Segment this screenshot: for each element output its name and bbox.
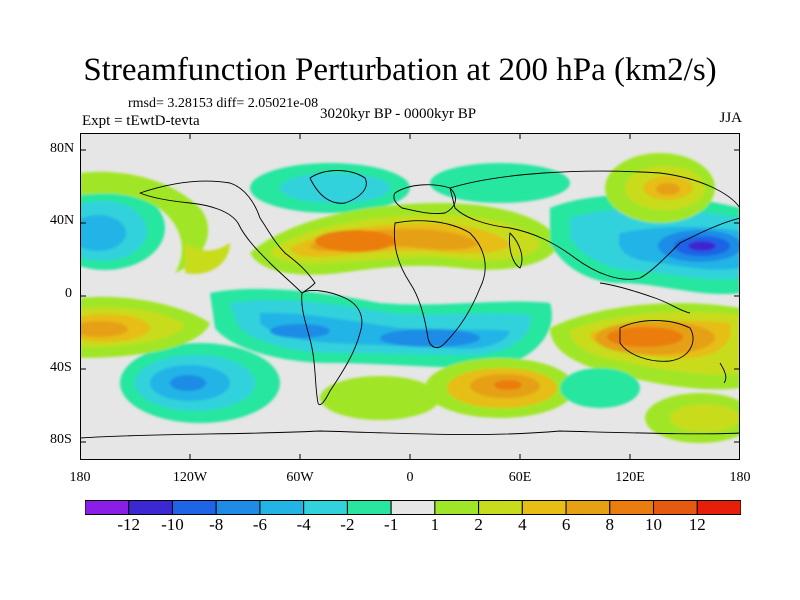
colorbar-label: -1	[384, 515, 399, 534]
lat-label-80n: 80N	[50, 141, 75, 156]
coastlines	[80, 170, 740, 439]
colorbar-swatch	[478, 500, 523, 515]
colorbar-swatch	[521, 500, 567, 515]
lon-label-0: 0	[406, 470, 414, 485]
experiment-label: Expt = tEwtD-tevta	[82, 113, 200, 129]
colorbar-swatch	[609, 500, 655, 515]
colorbar-label: -10	[161, 515, 184, 534]
asia-coast	[449, 170, 740, 280]
field-south-indian-positive	[425, 358, 575, 418]
field-south-atlantic-positive	[320, 368, 640, 420]
colorbar-swatch	[85, 500, 130, 515]
stats-text: rmsd= 3.28153 diff= 2.05021e-08	[128, 96, 319, 111]
colorbar-swatch	[696, 500, 741, 515]
colorbar-label: 10	[645, 515, 663, 534]
new-zealand-coast	[719, 362, 727, 384]
field-siberia-positive	[605, 153, 715, 223]
indonesia-coast	[599, 282, 691, 314]
colorbar	[85, 500, 741, 515]
lon-label-60e: 60E	[508, 470, 532, 485]
colorbar-swatch	[215, 500, 261, 515]
chart-title: Streamfunction Perturbation at 200 hPa (…	[83, 52, 717, 88]
colorbar-swatch	[653, 500, 698, 515]
lat-label-40n: 40N	[50, 213, 75, 228]
colorbar-label: 1	[430, 515, 440, 534]
field-north-pacific-positive	[80, 171, 230, 274]
lat-label-80s: 80S	[50, 432, 72, 447]
colorbar-swatch	[171, 500, 217, 515]
south-america-coast	[301, 290, 363, 406]
north-america-coast	[139, 180, 316, 294]
period-label: 3020kyr BP - 0000kyr BP	[320, 106, 477, 122]
colorbar-label: -2	[340, 515, 355, 534]
colorbar-label: 2	[474, 515, 483, 534]
field-australia-positive	[550, 303, 740, 390]
colorbar-swatch	[434, 500, 480, 515]
colorbar-swatch	[128, 500, 173, 515]
colorbar-label: 4	[518, 515, 527, 534]
lon-label-120w: 120W	[172, 470, 208, 485]
colorbar-label: 6	[561, 515, 571, 534]
europe-coast	[393, 184, 456, 214]
africa-coast	[393, 220, 486, 349]
india-coast	[509, 232, 523, 269]
lon-label-180w: 180	[69, 470, 91, 485]
colorbar-swatch	[390, 500, 436, 515]
field-south-pacific-positive	[80, 296, 210, 358]
colorbar-swatch	[346, 500, 392, 515]
lon-label-60w: 60W	[286, 470, 314, 485]
field-north-atlantic-negative	[250, 163, 570, 213]
lat-label-0: 0	[65, 286, 72, 301]
field-south-pacific-negative	[120, 343, 280, 423]
lon-label-120e: 120E	[615, 470, 645, 485]
colorbar-label: -6	[252, 515, 267, 534]
field-atlantic-africa-positive	[250, 203, 560, 275]
map-plot	[80, 133, 740, 460]
antarctica-coast	[80, 430, 740, 439]
colorbar-label: -4	[296, 515, 311, 534]
australia-coast	[619, 320, 694, 362]
field-southern-ocean-positive	[645, 393, 740, 443]
lon-label-180e: 180	[729, 470, 751, 485]
colorbar-label: 12	[688, 515, 706, 534]
season-label: JJA	[719, 110, 742, 126]
lat-label-40s: 40S	[50, 360, 72, 375]
colorbar-label: -8	[209, 515, 224, 534]
field-asia-negative	[550, 194, 740, 295]
colorbar-swatch	[259, 500, 305, 515]
map-ticks	[80, 133, 740, 460]
colorbar-swatch	[303, 500, 348, 515]
field-north-pacific-west	[80, 186, 165, 270]
greenland-coast	[309, 170, 367, 204]
colorbar-swatch	[565, 500, 611, 515]
colorbar-label: 8	[605, 515, 615, 534]
colorbar-label: -12	[117, 515, 141, 534]
field-tropical-negative-band	[210, 288, 552, 368]
